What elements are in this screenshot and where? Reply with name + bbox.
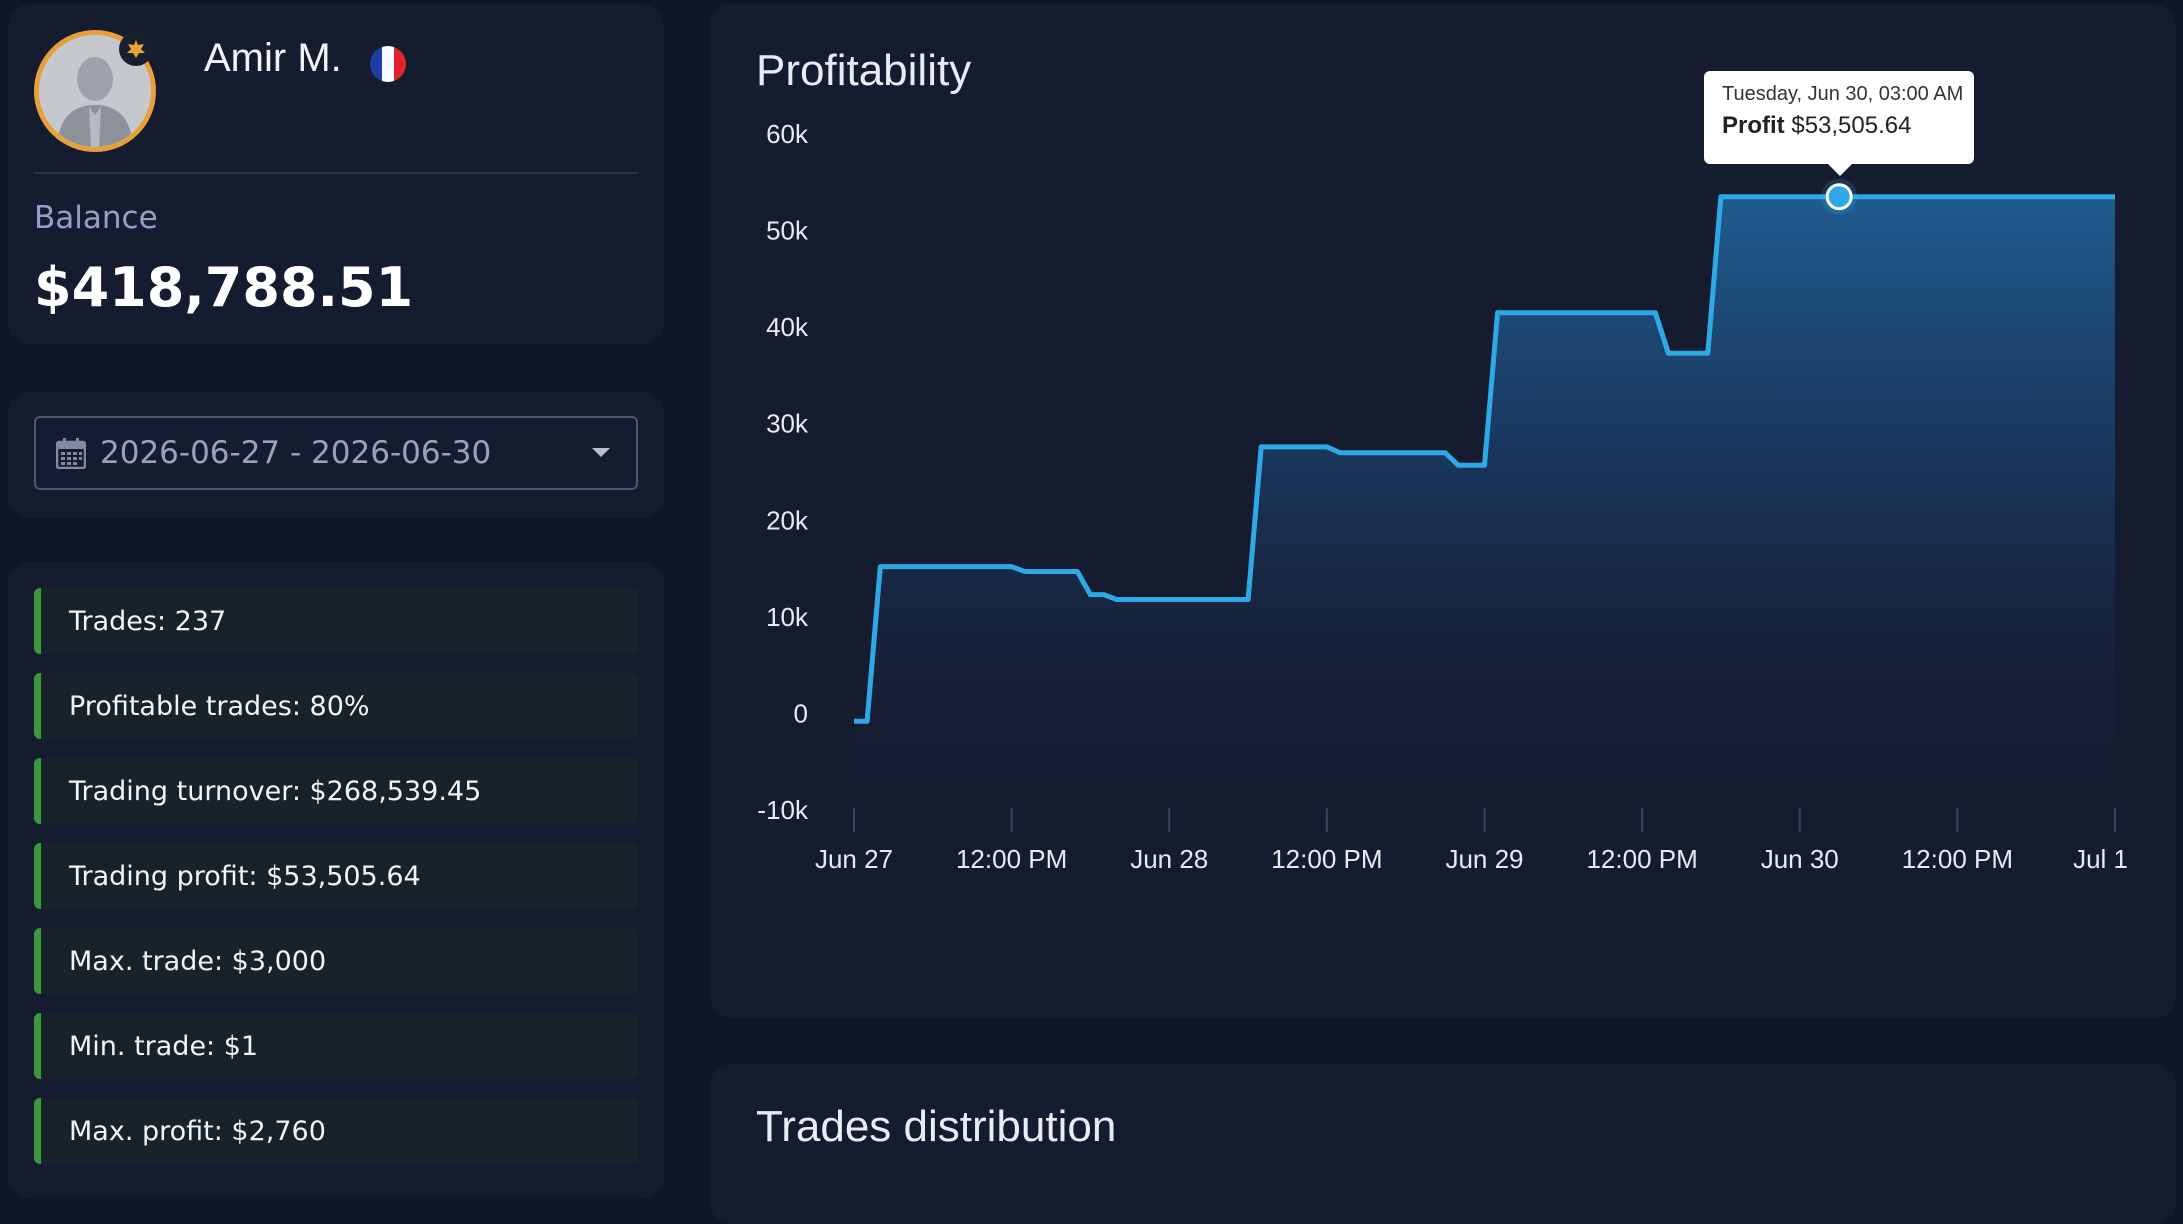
divider [34, 172, 638, 174]
chart-title: Profitability [756, 46, 972, 95]
date-range-select[interactable]: 2026-06-27 - 2026-06-30 [34, 416, 638, 490]
y-tick-label: 60k [766, 119, 809, 149]
profit-area [854, 196, 2115, 810]
x-tick-label: 12:00 PM [1586, 844, 1697, 874]
chevron-down-icon [592, 448, 610, 457]
tooltip-label: Profit [1722, 112, 1785, 139]
crown-badge-icon [119, 32, 153, 66]
stat-max-profit: Max. profit: $2,760 [34, 1098, 638, 1164]
x-tick-label: 12:00 PM [1271, 844, 1382, 874]
stat-trading-turnover: Trading turnover: $268,539.45 [34, 758, 638, 824]
distribution-title: Trades distribution [756, 1102, 1117, 1151]
y-tick-label: 0 [794, 698, 808, 728]
user-name: Amir M. [204, 36, 342, 80]
y-tick-label: 20k [766, 505, 809, 535]
hover-marker [1825, 183, 1853, 211]
trades-distribution-card: Trades distribution [710, 1064, 2176, 1224]
tooltip-value-row: Profit $53,505.64 [1722, 112, 1974, 140]
balance-label: Balance [34, 200, 158, 236]
x-tick-label: Jun 30 [1761, 844, 1839, 874]
stat-trades: Trades: 237 [34, 588, 638, 654]
stat-trading-profit: Trading profit: $53,505.64 [34, 843, 638, 909]
y-tick-label: 10k [766, 602, 809, 632]
x-tick-label: Jul 1 [2073, 844, 2128, 874]
profit-line [854, 194, 2115, 724]
y-tick-label: 50k [766, 216, 809, 246]
profitability-chart: 60k 50k 40k 30k 20k 10k 0 -10k Jun 27 12:00 PM Ju… [757, 119, 2128, 874]
y-tick-label: 40k [766, 312, 809, 342]
france-flag-icon [370, 46, 406, 82]
y-tick-label: -10k [757, 795, 809, 825]
stat-profitable-trades: Profitable trades: 80% [34, 673, 638, 739]
x-tick-label: Jun 28 [1130, 844, 1208, 874]
tooltip-date: Tuesday, Jun 30, 03:00 AM [1722, 83, 1964, 105]
date-range-value: 2026-06-27 - 2026-06-30 [100, 435, 492, 471]
calendar-icon [56, 438, 86, 469]
date-range-card: 2026-06-27 - 2026-06-30 [8, 392, 664, 518]
profile-card: Amir M. Balance $418,788.51 [8, 4, 664, 344]
y-tick-label: 30k [766, 409, 809, 439]
x-tick-label: 12:00 PM [956, 844, 1067, 874]
profitability-card: Profitability 60k 50k 40k 30k 20k 10k 0 -10k Ju… [710, 4, 2176, 1018]
stat-max-trade: Max. trade: $3,000 [34, 928, 638, 994]
x-tick-label: Jun 29 [1445, 844, 1523, 874]
chart-tooltip: Tuesday, Jun 30, 03:00 AM Profit $53,505… [1704, 71, 1974, 176]
x-tick-label: Jun 27 [815, 844, 893, 874]
balance-value: $418,788.51 [34, 256, 414, 319]
tooltip-value: $53,505.64 [1791, 112, 1912, 139]
x-tick-label: 12:00 PM [1902, 844, 2013, 874]
stats-card: Trades: 237 Profitable trades: 80% Tradi… [8, 562, 664, 1199]
stat-min-trade: Min. trade: $1 [34, 1013, 638, 1079]
